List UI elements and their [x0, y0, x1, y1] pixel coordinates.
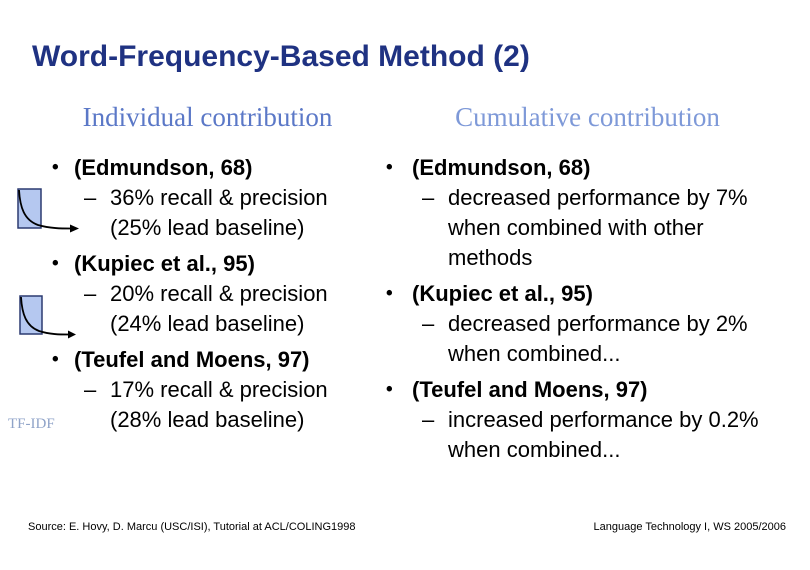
sub-bullet: – decreased performance by 7% when combi… — [422, 183, 810, 273]
sub-bullet-text: increased performance by 0.2% when combi… — [448, 405, 759, 465]
dash-icon: – — [422, 407, 435, 432]
detail-line: decreased performance by 2% — [448, 311, 748, 336]
individual-contribution-list: • (Edmundson, 68) – 36% recall & precisi… — [0, 153, 390, 435]
detail-line: when combined... — [448, 437, 621, 462]
bullet-icon: • — [52, 253, 59, 274]
sub-bullet-text: 17% recall & precision (28% lead baselin… — [110, 375, 328, 435]
dash-icon: – — [84, 185, 97, 210]
list-item: • (Kupiec et al., 95) – 20% recall & pre… — [0, 249, 390, 339]
dash-icon: – — [84, 377, 97, 402]
detail-line: when combined... — [448, 341, 621, 366]
decay-curve-icon — [17, 188, 79, 233]
detail-line: decreased performance by 7% — [448, 185, 748, 210]
cumulative-contribution-list: • (Edmundson, 68) – decreased performanc… — [370, 153, 810, 465]
list-item: • (Kupiec et al., 95) – decreased perfor… — [370, 279, 810, 369]
detail-line: (24% lead baseline) — [110, 311, 305, 336]
citation-edmundson: • (Edmundson, 68) — [370, 153, 810, 183]
detail-line: increased performance by 0.2% — [448, 407, 759, 432]
citation-edmundson: • (Edmundson, 68) — [0, 153, 390, 183]
citation-kupiec: • (Kupiec et al., 95) — [370, 279, 810, 309]
list-item: • (Edmundson, 68) – decreased performanc… — [370, 153, 810, 273]
dash-icon: – — [422, 311, 435, 336]
citation-label: (Edmundson, 68) — [74, 155, 253, 180]
list-item: • (Teufel and Moens, 97) – increased per… — [370, 375, 810, 465]
decay-curve-icon — [19, 295, 76, 339]
page-title: Word-Frequency-Based Method (2) — [32, 40, 530, 73]
citation-teufel: • (Teufel and Moens, 97) — [0, 345, 390, 375]
citation-kupiec: • (Kupiec et al., 95) — [0, 249, 390, 279]
citation-label: (Teufel and Moens, 97) — [412, 377, 648, 402]
dash-icon: – — [422, 185, 435, 210]
column-header-cumulative: Cumulative contribution — [455, 102, 720, 132]
detail-line: methods — [448, 245, 533, 270]
sub-bullet-text: 20% recall & precision (24% lead baselin… — [110, 279, 328, 339]
column-header-individual: Individual contribution — [82, 102, 333, 132]
sub-bullet-text: decreased performance by 7% when combine… — [448, 183, 748, 273]
bullet-icon: • — [386, 283, 393, 304]
citation-label: (Teufel and Moens, 97) — [74, 347, 310, 372]
footer-source: Source: E. Hovy, D. Marcu (USC/ISI), Tut… — [28, 521, 356, 533]
citation-teufel: • (Teufel and Moens, 97) — [370, 375, 810, 405]
sub-bullet: – 36% recall & precision (25% lead basel… — [84, 183, 390, 243]
sub-bullet: – increased performance by 0.2% when com… — [422, 405, 810, 465]
detail-line: when combined with other — [448, 215, 704, 240]
list-item: • (Edmundson, 68) – 36% recall & precisi… — [0, 153, 390, 243]
detail-line: 20% recall & precision — [110, 281, 328, 306]
list-item: • (Teufel and Moens, 97) – 17% recall & … — [0, 345, 390, 435]
footer-course: Language Technology I, WS 2005/2006 — [593, 521, 786, 533]
bullet-icon: • — [386, 379, 393, 400]
detail-line: 36% recall & precision — [110, 185, 328, 210]
detail-line: (28% lead baseline) — [110, 407, 305, 432]
sub-bullet: – decreased performance by 2% when combi… — [422, 309, 810, 369]
citation-label: (Edmundson, 68) — [412, 155, 591, 180]
sub-bullet: – 17% recall & precision (28% lead basel… — [84, 375, 390, 435]
detail-line: (25% lead baseline) — [110, 215, 305, 240]
citation-label: (Kupiec et al., 95) — [412, 281, 593, 306]
tf-idf-label: TF-IDF — [8, 416, 55, 432]
sub-bullet-text: 36% recall & precision (25% lead baselin… — [110, 183, 328, 243]
bullet-icon: • — [52, 157, 59, 178]
detail-line: 17% recall & precision — [110, 377, 328, 402]
citation-label: (Kupiec et al., 95) — [74, 251, 255, 276]
bullet-icon: • — [386, 157, 393, 178]
sub-bullet-text: decreased performance by 2% when combine… — [448, 309, 748, 369]
sub-bullet: – 20% recall & precision (24% lead basel… — [84, 279, 390, 339]
bullet-icon: • — [52, 349, 59, 370]
dash-icon: – — [84, 281, 97, 306]
